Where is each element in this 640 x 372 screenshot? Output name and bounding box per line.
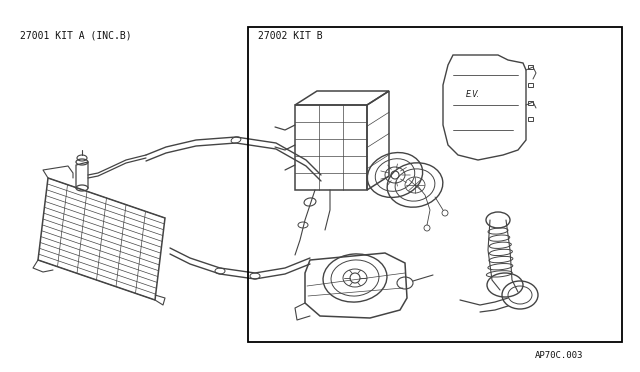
Text: 27002 KIT B: 27002 KIT B: [258, 31, 323, 41]
Text: AP70C.003: AP70C.003: [535, 351, 584, 360]
Bar: [528, 65, 533, 69]
Bar: [528, 117, 533, 121]
Bar: [528, 101, 533, 105]
Bar: [248, 27, 622, 342]
Text: 27001 KIT A (INC.B): 27001 KIT A (INC.B): [20, 31, 132, 41]
Bar: [528, 83, 533, 87]
Text: E.V.: E.V.: [466, 90, 480, 99]
